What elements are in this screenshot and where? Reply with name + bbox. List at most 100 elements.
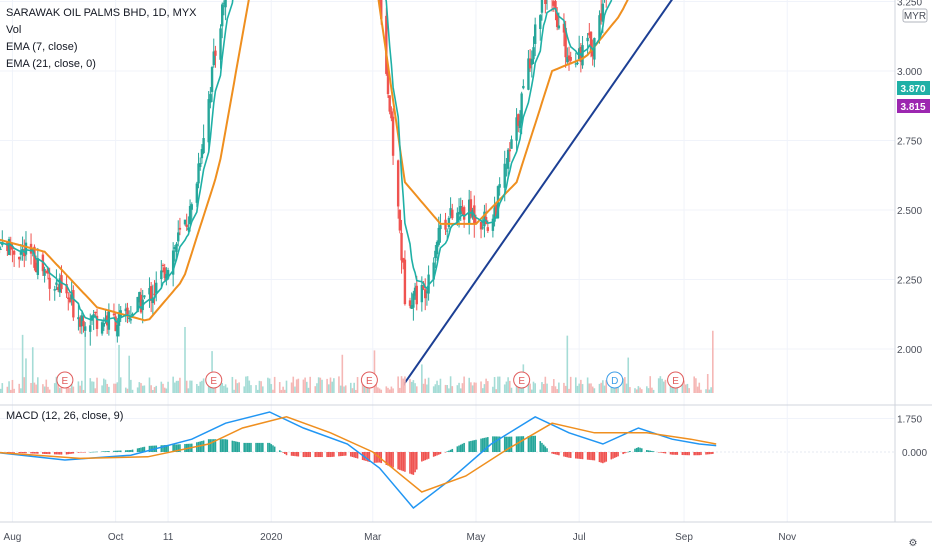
candle-body [7,239,11,256]
candle-body [139,294,143,313]
candle-body [197,163,200,184]
volume-bar [387,387,389,393]
macd-hist-bar [390,452,393,467]
macd-hist-bar [552,452,555,455]
candle-body [451,209,454,219]
volume-bar [152,389,154,393]
macd-hist-bar [353,452,355,458]
macd-hist-bar [202,440,205,452]
volume-bar [113,383,115,393]
macd-hist-bar [278,450,281,452]
candle-body [166,269,170,279]
marker-label: E [210,376,217,387]
macd-hist-bar [612,452,614,459]
macd-hist-bar [708,452,711,455]
volume-bar [539,389,542,393]
volume-bar [331,381,333,393]
volume-bar [285,380,288,393]
earnings-marker[interactable]: E [56,371,74,389]
volume-bar [189,380,191,393]
candle-body [506,149,510,169]
volume-bar [349,382,352,393]
macd-hist-bar [201,440,203,452]
volume-bar [326,378,328,393]
macd-hist-bar [124,450,127,452]
earnings-marker[interactable]: E [360,371,378,389]
volume-bar [81,380,83,393]
candle-body [593,37,596,60]
volume-bar [432,386,435,393]
macd-hist-bar [260,442,262,452]
macd-hist-bar [554,452,557,455]
macd-hist-bar [349,452,352,457]
earnings-marker[interactable]: E [513,371,531,389]
macd-hist-bar [517,436,520,452]
volume-bar [91,381,93,393]
macd-hist-bar [400,452,403,471]
volume-bar [272,389,274,393]
volume-bar [108,386,110,393]
volume-bar [165,388,168,393]
macd-hist-bar [55,452,58,455]
volume-bar [131,389,134,393]
candle-body [80,315,84,327]
macd-hist-bar [221,439,224,452]
marker-circle [606,371,624,389]
candle-body [178,227,182,230]
candle-body [539,15,542,29]
macd-hist-bar [256,442,259,452]
macd-hist-bar [317,452,320,458]
dividend-marker[interactable]: D [606,371,624,389]
macd-hist-bar [509,436,511,452]
candle-body [574,63,577,65]
candle-body [459,205,462,215]
candle-body [517,114,520,126]
candle-body [131,313,134,316]
price-tick-label: 1.750 [897,415,922,426]
time-tick-label: Mar [364,532,382,543]
volume-bar [250,385,252,393]
volume-bar [505,381,508,393]
candle-body [56,287,60,291]
candle-body [129,319,133,321]
volume-bar [385,386,388,393]
macd-hist-bar [375,452,377,463]
volume-bar [197,385,200,393]
volume-bar [174,382,176,393]
volume-bar [556,389,558,393]
volume-bar [388,389,391,393]
macd-histogram [0,435,714,475]
candle-body [390,111,393,119]
macd-hist-bar [507,436,509,452]
volume-bar [153,387,156,393]
volume-bar [70,377,73,393]
candle-body [479,221,483,230]
candle-body [163,267,166,279]
earnings-marker[interactable]: E [205,371,223,389]
price-tick-label: 3.000 [897,67,922,78]
macd-hist-bar [130,450,132,452]
macd-hist-bar [209,439,212,452]
candle-body [19,251,23,255]
volume-bar [45,379,48,393]
volume-bar [410,381,413,393]
macd-hist-bar [487,437,489,452]
candle-body [200,149,204,159]
candle-body [82,320,85,327]
macd-hist-bar [162,445,164,452]
macd-hist-bar [294,452,296,457]
settings-icon[interactable]: ⚙ [909,538,918,549]
macd-hist-bar [128,450,130,452]
trendline[interactable] [402,0,816,386]
candle-body [171,250,175,275]
price-tick-label: 2.250 [897,276,922,287]
candle-body [136,296,139,313]
volume-bar [409,379,411,393]
earnings-marker[interactable]: E [667,371,685,389]
macd-hist-bar [18,452,21,454]
macd-hist-bar [436,452,438,456]
volume-bar [444,384,447,393]
macd-hist-bar [647,450,650,452]
macd-hist-bar [118,450,120,452]
macd-hist-bar [197,441,200,452]
